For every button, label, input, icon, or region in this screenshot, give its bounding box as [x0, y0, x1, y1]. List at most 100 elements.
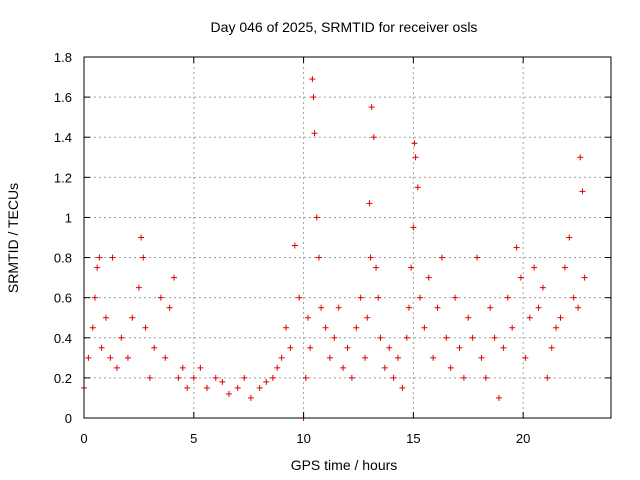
data-point: [184, 384, 191, 391]
data-point: [135, 284, 142, 291]
data-point: [416, 294, 423, 301]
data-point: [410, 224, 417, 231]
data-point: [386, 344, 393, 351]
data-point: [575, 304, 582, 311]
data-point: [496, 394, 503, 401]
data-point: [157, 294, 164, 301]
data-point: [315, 254, 322, 261]
data-point: [107, 354, 114, 361]
data-point: [561, 264, 568, 271]
data-point: [539, 284, 546, 291]
data-point: [138, 234, 145, 241]
data-point: [366, 200, 373, 207]
data-point: [504, 294, 511, 301]
data-point: [197, 364, 204, 371]
data-point: [362, 354, 369, 361]
data-point: [307, 344, 314, 351]
data-point: [146, 374, 153, 381]
data-point: [414, 184, 421, 191]
data-point: [548, 344, 555, 351]
data-point: [566, 234, 573, 241]
data-point: [491, 334, 498, 341]
data-point: [377, 334, 384, 341]
data-point: [456, 344, 463, 351]
x-tick-label: 5: [190, 431, 197, 446]
data-point: [269, 374, 276, 381]
data-point: [425, 274, 432, 281]
data-point: [179, 364, 186, 371]
data-point: [443, 334, 450, 341]
data-point: [487, 304, 494, 311]
data-point: [291, 242, 298, 249]
data-point: [113, 364, 120, 371]
data-point: [142, 324, 149, 331]
data-point: [241, 374, 248, 381]
data-point: [190, 374, 197, 381]
data-point: [430, 354, 437, 361]
data-point: [544, 374, 551, 381]
data-point: [98, 344, 105, 351]
data-point: [278, 354, 285, 361]
data-point: [296, 294, 303, 301]
data-point: [526, 314, 533, 321]
data-point: [390, 374, 397, 381]
data-point: [219, 378, 226, 385]
y-tick-label: 0.6: [54, 291, 72, 306]
data-point: [460, 374, 467, 381]
x-tick-label: 10: [296, 431, 310, 446]
data-point: [438, 254, 445, 261]
y-tick-label: 1.4: [54, 130, 72, 145]
data-point: [94, 264, 101, 271]
data-point: [368, 104, 375, 111]
data-point: [263, 378, 270, 385]
data-point: [517, 274, 524, 281]
data-point: [118, 334, 125, 341]
data-point: [175, 374, 182, 381]
data-point: [405, 304, 412, 311]
data-point: [335, 304, 342, 311]
data-point: [234, 384, 241, 391]
y-tick-label: 0.8: [54, 251, 72, 266]
data-point: [581, 274, 588, 281]
data-point: [469, 334, 476, 341]
data-point: [408, 264, 415, 271]
data-point: [482, 374, 489, 381]
y-tick-label: 1.2: [54, 170, 72, 185]
y-tick-label: 1.6: [54, 90, 72, 105]
grid: [84, 57, 611, 418]
data-point: [381, 364, 388, 371]
data-point: [579, 188, 586, 195]
data-point: [357, 294, 364, 301]
data-point: [109, 254, 116, 261]
chart-title: Day 046 of 2025, SRMTID for receiver osl…: [211, 19, 478, 35]
data-point: [478, 354, 485, 361]
data-point: [411, 140, 418, 147]
data-point: [225, 390, 232, 397]
data-point: [500, 344, 507, 351]
data-point: [302, 374, 309, 381]
data-point: [96, 254, 103, 261]
axis-ticks: [83, 56, 611, 419]
data-point: [403, 334, 410, 341]
y-tick-label: 0.2: [54, 371, 72, 386]
data-point: [531, 264, 538, 271]
data-point: [91, 294, 98, 301]
data-point: [474, 254, 481, 261]
data-point: [331, 334, 338, 341]
data-point: [283, 324, 290, 331]
data-point: [447, 364, 454, 371]
data-point: [212, 374, 219, 381]
x-tick-label: 15: [406, 431, 420, 446]
data-point: [344, 344, 351, 351]
y-tick-label: 0.4: [54, 331, 72, 346]
data-point: [340, 364, 347, 371]
data-point: [311, 130, 318, 137]
data-point: [256, 384, 263, 391]
x-axis-label: GPS time / hours: [291, 457, 398, 473]
plot-frame: [83, 56, 612, 419]
data-point: [465, 314, 472, 321]
data-point: [452, 294, 459, 301]
data-point: [326, 354, 333, 361]
y-axis-label: SRMTID / TECUs: [5, 183, 21, 293]
